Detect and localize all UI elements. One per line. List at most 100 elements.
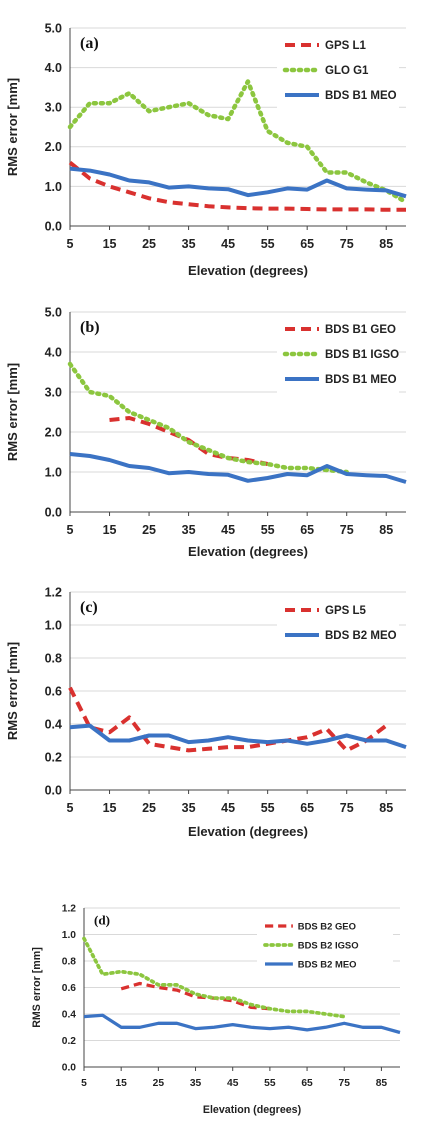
x-tick-label: 35: [182, 237, 196, 251]
x-tick-label: 45: [227, 1078, 239, 1089]
x-tick-label: 15: [115, 1078, 127, 1089]
chart-panel-4: 0.0 0.2 0.4 0.6 0.8 1.0 1.2 5 15 25 35 45 55 65 75 85 El…: [31, 904, 401, 1116]
x-tick-label: 35: [182, 801, 196, 815]
y-axis-label: RMS error [mm]: [5, 78, 20, 176]
x-tick-label: 35: [182, 523, 196, 537]
panel-label: (d): [94, 912, 110, 927]
legend-entry: BDS B1 MEO: [325, 374, 397, 386]
series-line-glo-g1: [67, 79, 409, 205]
y-tick-label: 5.0: [45, 305, 62, 319]
y-tick-label: 0.6: [62, 983, 77, 994]
x-tick-label: 55: [261, 237, 275, 251]
x-tick-label: 55: [261, 801, 275, 815]
x-tick-label: 15: [103, 237, 117, 251]
chart-panel-2: 0.0 1.0 2.0 3.0 4.0 5.0 5 15 25 35 45 55 65 75 85 Eleva…: [5, 305, 407, 559]
x-tick-label: 45: [221, 523, 235, 537]
x-axis-label: Elevation (degrees): [188, 263, 308, 278]
panel-label: (b): [80, 319, 100, 336]
x-tick-label: 75: [340, 237, 354, 251]
x-tick-label: 25: [142, 523, 156, 537]
series-line-bds-b1-meo: [69, 452, 407, 484]
x-tick-label: 75: [339, 1078, 351, 1089]
x-tick-label: 65: [300, 801, 314, 815]
x-tick-label: 65: [300, 237, 314, 251]
y-tick-label: 1.0: [45, 180, 62, 194]
legend-entry: BDS B2 MEO: [325, 630, 397, 642]
x-tick-label: 45: [221, 237, 235, 251]
x-tick-label: 25: [142, 237, 156, 251]
x-tick-label: 5: [67, 523, 74, 537]
legend-entry: BDS B1 IGSO: [325, 349, 399, 361]
y-tick-label: 1.0: [45, 465, 62, 479]
chart-panel-1: 0.0 1.0 2.0 3.0 4.0 5.0 5 15 25 35 45 55 65 75 85 Eleva…: [5, 21, 409, 278]
x-axis-label: Elevation (degrees): [188, 544, 308, 559]
series-line-bds-b2-meo: [83, 1013, 401, 1035]
legend-box: [277, 596, 399, 654]
x-tick-label: 45: [221, 801, 235, 815]
series-line-gps-l1: [68, 161, 406, 212]
x-tick-label: 5: [67, 237, 74, 251]
series-line-bds-b2-meo: [69, 723, 407, 749]
series-line-gps-l5: [68, 686, 388, 753]
x-tick-label: 85: [379, 523, 393, 537]
legend-entry: GPS L5: [325, 605, 367, 617]
y-tick-label: 0.0: [62, 1063, 77, 1074]
y-tick-label: 0.4: [62, 1010, 77, 1021]
x-tick-label: 5: [81, 1078, 87, 1089]
series-line-bds-b2-igso: [82, 936, 347, 1019]
y-tick-label: 2.0: [45, 140, 62, 154]
y-tick-label: 0.6: [45, 684, 62, 698]
x-tick-label: 75: [340, 801, 354, 815]
x-tick-label: 65: [301, 1078, 313, 1089]
y-tick-label: 0.0: [45, 783, 62, 797]
legend-box: [277, 31, 399, 114]
x-axis-label: Elevation (degrees): [203, 1104, 302, 1116]
panel-label: (c): [80, 599, 98, 616]
y-axis-label: RMS error [mm]: [5, 363, 20, 461]
y-tick-label: 0.4: [45, 717, 62, 731]
y-tick-label: 0.2: [62, 1036, 77, 1047]
legend-entry: GPS L1: [325, 40, 367, 52]
y-tick-label: 0.8: [62, 957, 77, 968]
legend-entry: BDS B1 MEO: [325, 90, 397, 102]
y-tick-label: 1.0: [62, 930, 77, 941]
legend-entry: BDS B1 GEO: [325, 324, 396, 336]
x-tick-label: 85: [379, 237, 393, 251]
y-tick-label: 0.0: [45, 505, 62, 519]
legend-entry: BDS B2 MEO: [298, 958, 357, 969]
x-tick-label: 25: [142, 801, 156, 815]
y-tick-label: 1.0: [45, 618, 62, 632]
x-tick-label: 65: [300, 523, 314, 537]
y-axis-label: RMS error [mm]: [5, 642, 20, 740]
y-tick-label: 3.0: [45, 101, 62, 115]
y-tick-label: 5.0: [45, 21, 62, 35]
y-tick-label: 3.0: [45, 385, 62, 399]
chart-panel-3: 0.0 0.2 0.4 0.6 0.8 1.0 1.2 5 15 25 35 45 55 65 75 85 El…: [5, 585, 407, 839]
y-tick-label: 2.0: [45, 425, 62, 439]
x-tick-label: 55: [261, 523, 275, 537]
x-tick-label: 15: [103, 523, 117, 537]
y-tick-label: 0.8: [45, 651, 62, 665]
x-tick-label: 15: [103, 801, 117, 815]
x-tick-label: 85: [379, 801, 393, 815]
x-axis-label: Elevation (degrees): [188, 824, 308, 839]
x-tick-label: 5: [67, 801, 74, 815]
legend-entry: BDS B2 GEO: [298, 920, 356, 931]
y-tick-label: 0.2: [45, 750, 62, 764]
y-axis-label: RMS error [mm]: [31, 947, 43, 1028]
legend-entry: GLO G1: [325, 65, 369, 77]
legend-box: [277, 315, 399, 398]
x-tick-label: 75: [340, 523, 354, 537]
y-tick-label: 1.2: [62, 904, 77, 915]
series-line-bds-b1-igso: [67, 361, 349, 475]
x-tick-label: 85: [376, 1078, 388, 1089]
y-tick-label: 4.0: [45, 61, 62, 75]
series-line-bds-b1-meo: [69, 166, 407, 199]
y-tick-label: 1.2: [45, 585, 62, 599]
y-tick-label: 0.0: [45, 219, 62, 233]
legend-entry: BDS B2 IGSO: [298, 939, 359, 950]
x-tick-label: 35: [190, 1078, 202, 1089]
panel-label: (a): [80, 35, 99, 52]
x-tick-label: 25: [153, 1078, 165, 1089]
